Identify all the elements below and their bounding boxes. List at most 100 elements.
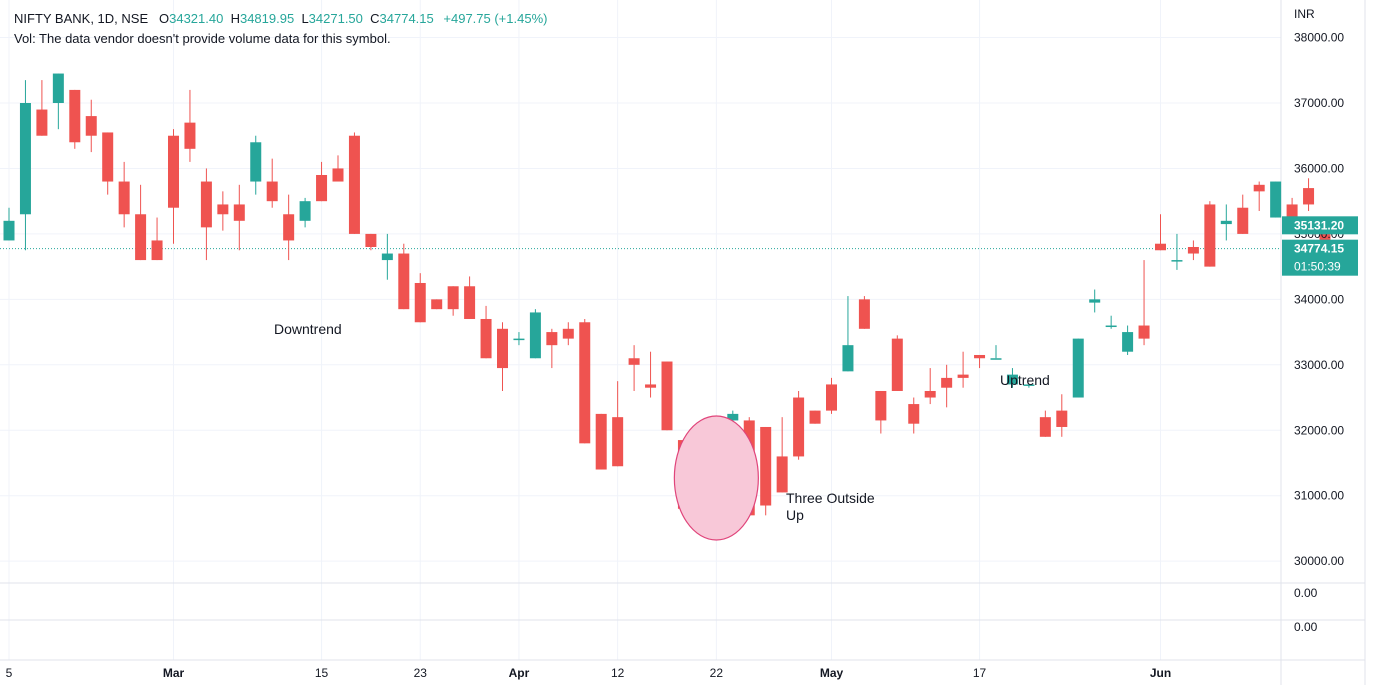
candle[interactable]	[316, 161, 328, 202]
candle[interactable]	[1253, 181, 1265, 211]
candle-body	[793, 397, 805, 457]
pattern-label-line1: Three Outside	[786, 490, 875, 506]
candle[interactable]	[36, 80, 48, 136]
candle[interactable]	[398, 243, 410, 310]
candle[interactable]	[1039, 410, 1051, 437]
price-tick-label: 36000.00	[1294, 161, 1344, 175]
candle-layer	[3, 73, 1331, 516]
candle[interactable]	[974, 354, 986, 369]
candle[interactable]	[612, 381, 624, 467]
candle-body	[1155, 243, 1166, 251]
candle[interactable]	[217, 191, 229, 231]
candle[interactable]	[990, 345, 1002, 360]
candle[interactable]	[628, 345, 640, 391]
candle[interactable]	[826, 377, 837, 414]
price-tick-label: 37000.00	[1294, 96, 1344, 110]
candle-body	[200, 181, 212, 228]
candle[interactable]	[957, 351, 969, 388]
candle[interactable]	[464, 276, 476, 319]
candle[interactable]	[332, 155, 344, 182]
candle[interactable]	[184, 89, 196, 162]
candle[interactable]	[924, 368, 936, 405]
candle[interactable]	[562, 322, 574, 346]
candle[interactable]	[793, 390, 805, 460]
candle[interactable]	[283, 194, 295, 261]
candle[interactable]	[809, 410, 821, 424]
candle[interactable]	[1187, 240, 1199, 261]
candle-body	[217, 204, 229, 215]
candle[interactable]	[480, 305, 492, 359]
candle[interactable]	[497, 322, 508, 391]
candle[interactable]	[250, 135, 262, 195]
candle[interactable]	[1072, 338, 1084, 398]
candle[interactable]	[118, 161, 130, 228]
candle-body	[875, 390, 887, 421]
candle-body	[546, 332, 558, 346]
candle[interactable]	[875, 390, 887, 434]
candle[interactable]	[266, 158, 278, 208]
candle[interactable]	[151, 217, 163, 261]
candle[interactable]	[529, 309, 541, 359]
candle[interactable]	[168, 129, 179, 244]
candle[interactable]	[645, 351, 657, 398]
candle[interactable]	[381, 233, 393, 280]
candle-body	[19, 103, 31, 215]
candle-body	[480, 318, 492, 359]
candle[interactable]	[1303, 178, 1315, 211]
candle[interactable]	[1138, 260, 1150, 346]
candle[interactable]	[842, 296, 854, 372]
candle[interactable]	[431, 299, 443, 310]
candle[interactable]	[447, 286, 459, 316]
candle[interactable]	[233, 184, 245, 251]
candle[interactable]	[1204, 201, 1216, 267]
candle-body	[941, 377, 953, 388]
candle[interactable]	[595, 413, 607, 470]
candle[interactable]	[1270, 181, 1282, 218]
candle[interactable]	[1155, 214, 1166, 251]
candle[interactable]	[858, 296, 870, 329]
price-tick-label: 34000.00	[1294, 292, 1344, 306]
candle[interactable]	[200, 168, 212, 261]
candle[interactable]	[513, 332, 525, 346]
candle[interactable]	[760, 426, 772, 516]
candle[interactable]	[102, 132, 114, 195]
candle[interactable]	[299, 197, 311, 228]
candle-body	[1056, 410, 1068, 427]
candle[interactable]	[348, 132, 360, 234]
candle[interactable]	[3, 207, 15, 241]
candle[interactable]	[1105, 315, 1117, 329]
candle[interactable]	[1023, 384, 1035, 388]
lower-pane-label: 0.00	[1294, 586, 1318, 600]
candle[interactable]	[1089, 289, 1101, 313]
candle-body	[842, 345, 854, 372]
candle[interactable]	[365, 233, 377, 251]
candle[interactable]	[1171, 233, 1183, 270]
ohlc-legend: NIFTY BANK, 1D, NSE O34321.40 H34819.95 …	[14, 9, 547, 49]
candle-body	[1270, 181, 1282, 218]
candle[interactable]	[661, 361, 673, 431]
candle[interactable]	[135, 184, 147, 261]
candle[interactable]	[891, 335, 903, 391]
candle[interactable]	[414, 273, 426, 323]
candle[interactable]	[908, 397, 920, 434]
candle[interactable]	[1056, 394, 1068, 437]
candle[interactable]	[941, 364, 953, 408]
symbol-title: NIFTY BANK, 1D, NSE	[14, 11, 149, 26]
candle[interactable]	[579, 318, 591, 444]
candle[interactable]	[52, 73, 64, 130]
candle[interactable]	[1220, 204, 1232, 241]
candle[interactable]	[1122, 325, 1134, 355]
candle-body	[562, 328, 574, 339]
candle[interactable]	[85, 99, 97, 153]
candle[interactable]	[19, 80, 31, 251]
candle[interactable]	[776, 417, 788, 493]
time-tick-label: 22	[710, 666, 724, 680]
candle-body	[891, 338, 903, 391]
candle[interactable]	[1006, 368, 1018, 388]
candle[interactable]	[546, 328, 558, 369]
candle[interactable]	[69, 89, 81, 149]
candle[interactable]	[1237, 194, 1249, 234]
